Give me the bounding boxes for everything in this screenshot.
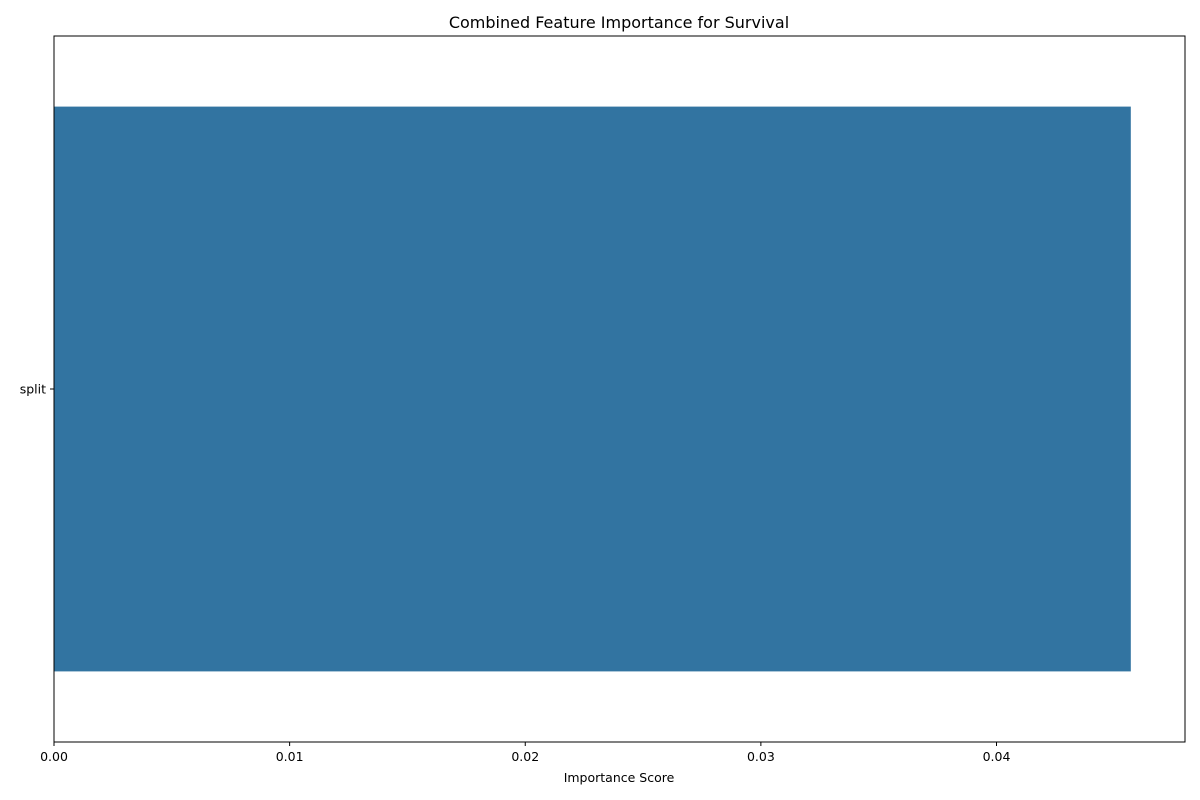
x-tick-label: 0.01	[276, 749, 304, 764]
x-tick-label: 0.04	[983, 749, 1011, 764]
x-axis-ticks: 0.00 0.01 0.02 0.03 0.04	[40, 742, 1010, 764]
x-tick-label: 0.03	[747, 749, 775, 764]
bars-group	[54, 106, 1131, 672]
x-tick-label: 0.00	[40, 749, 68, 764]
chart-title: Combined Feature Importance for Survival	[449, 13, 789, 32]
y-axis-ticks: split	[20, 382, 54, 397]
x-tick-label: 0.02	[511, 749, 539, 764]
x-axis-label: Importance Score	[564, 770, 675, 785]
bar-split	[54, 106, 1131, 672]
y-tick-label: split	[20, 382, 46, 397]
